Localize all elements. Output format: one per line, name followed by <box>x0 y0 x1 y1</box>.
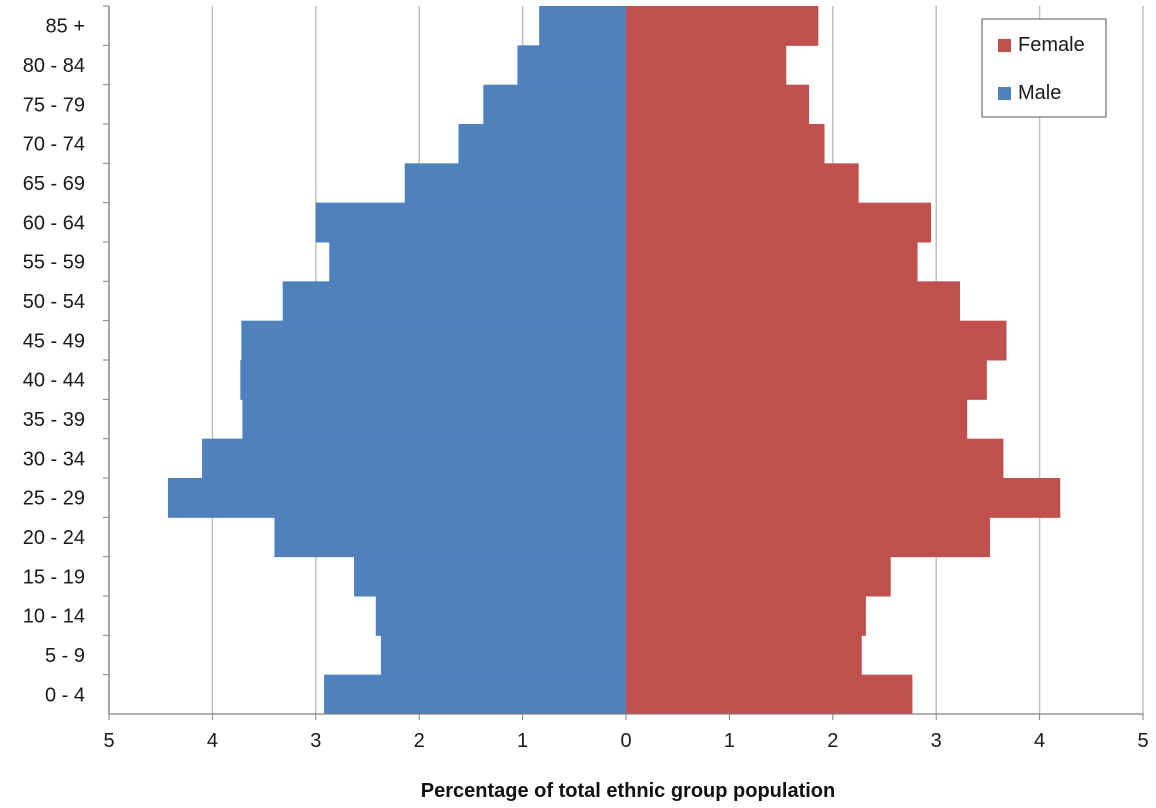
y-tick-label: 10 - 14 <box>23 606 85 628</box>
bar-male <box>329 242 626 282</box>
y-tick-label: 35 - 39 <box>23 409 85 431</box>
bar-female <box>626 674 913 715</box>
legend-label-female: Female <box>1018 34 1085 56</box>
bar-male <box>315 202 626 243</box>
bar-female <box>626 84 810 125</box>
bar-male <box>242 399 627 440</box>
bar-female <box>626 438 1004 479</box>
y-tick-label: 80 - 84 <box>23 55 85 77</box>
bar-female <box>626 6 819 46</box>
bar-female <box>626 242 918 282</box>
legend-label-male: Male <box>1018 82 1061 104</box>
bar-female <box>626 281 960 322</box>
bar-female <box>626 320 1007 361</box>
bar-male <box>167 478 627 518</box>
bar-male <box>458 124 626 164</box>
y-tick-label: 55 - 59 <box>23 252 85 274</box>
bar-male <box>274 517 626 558</box>
y-tick-label: 85 + <box>46 16 85 38</box>
y-tick-label: 45 - 49 <box>23 330 85 352</box>
y-tick-label: 15 - 19 <box>23 566 85 588</box>
bar-female <box>626 478 1061 518</box>
bar-female <box>626 202 932 243</box>
y-tick-label: 75 - 79 <box>23 94 85 116</box>
legend: Female Male <box>981 18 1107 118</box>
y-tick-label: 25 - 29 <box>23 488 85 510</box>
bar-female <box>626 360 987 400</box>
bar-female <box>626 517 990 558</box>
bar-male <box>282 281 626 322</box>
bar-male <box>240 360 626 400</box>
bar-female <box>626 556 891 597</box>
y-tick-label: 50 - 54 <box>23 291 85 313</box>
y-tick-label: 70 - 74 <box>23 134 85 156</box>
bar-female <box>626 596 866 636</box>
bar-male <box>202 438 626 479</box>
legend-box <box>981 18 1107 118</box>
bar-male <box>483 84 626 125</box>
x-tick-label: 4 <box>1034 730 1045 752</box>
bar-female <box>626 399 968 440</box>
y-tick-label: 65 - 69 <box>23 173 85 195</box>
bar-male <box>375 596 626 636</box>
x-tick-label: 5 <box>103 730 114 752</box>
x-tick-label: 5 <box>1137 730 1148 752</box>
bars <box>167 6 1061 715</box>
bar-male <box>380 635 626 676</box>
bar-female <box>626 163 859 204</box>
x-tick-label: 2 <box>827 730 838 752</box>
x-tick-label: 4 <box>207 730 218 752</box>
bar-male <box>404 163 626 204</box>
y-tick-label: 20 - 24 <box>23 527 85 549</box>
bar-male <box>324 674 626 715</box>
bar-male <box>539 6 626 46</box>
bar-male <box>241 320 627 361</box>
labels: 5 4 3 2 1 0 1 2 3 4 5 0 - 4 5 - 9 10 - 14 15 - 19 20 - … <box>23 16 1149 752</box>
x-tick-label: 1 <box>724 730 735 752</box>
bar-female <box>626 45 787 86</box>
legend-swatch-female <box>998 39 1011 52</box>
bar-male <box>354 556 626 597</box>
y-tick-label: 30 - 34 <box>23 448 85 470</box>
y-tick-label: 0 - 4 <box>45 684 85 706</box>
y-tick-label: 40 - 44 <box>23 370 85 392</box>
x-axis-title: Percentage of total ethnic group populat… <box>421 780 835 802</box>
bar-female <box>626 635 862 676</box>
x-tick-label: 3 <box>310 730 321 752</box>
x-tick-label: 1 <box>517 730 528 752</box>
y-tick-label: 5 - 9 <box>45 645 85 667</box>
bar-female <box>626 124 825 164</box>
x-tick-label: 3 <box>931 730 942 752</box>
y-tick-label: 60 - 64 <box>23 212 85 234</box>
x-tick-label: 2 <box>414 730 425 752</box>
x-tick-label: 0 <box>620 730 631 752</box>
axes <box>103 5 1144 720</box>
bar-male <box>517 45 626 86</box>
legend-swatch-male <box>998 87 1011 100</box>
